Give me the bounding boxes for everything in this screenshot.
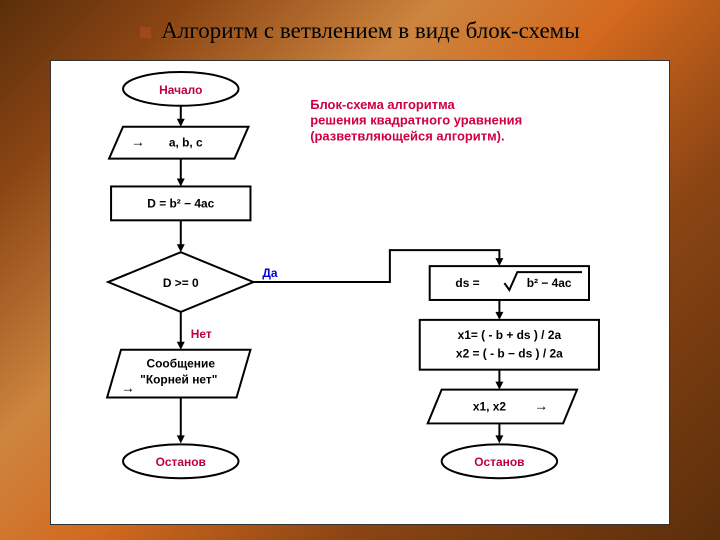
caption-line-2: решения квадратного уравнения [310,113,522,128]
node-stop-right-label: Останов [474,455,524,469]
bullet-icon [140,27,151,38]
node-calc-d-label: D = b² − 4ac [147,196,214,210]
output-arrow-icon: → [534,397,548,413]
label-yes: Да [262,266,278,280]
node-x1: x1= ( - b + ds ) / 2a [458,328,562,342]
node-start-label: Начало [159,83,202,97]
node-x2: x2 = ( - b − ds ) / 2a [456,347,563,361]
node-calc-ds-rad: b² − 4ac [527,276,572,290]
node-stop-left-label: Останов [156,455,206,469]
input-arrow-icon: → [131,134,145,150]
node-message-l2: "Корней нет" [140,373,217,387]
node-calc-ds-pre: ds = [455,276,479,290]
node-input-label: a, b, c [169,136,203,150]
node-decision-label: D >= 0 [163,276,199,290]
caption-line-1: Блок-схема алгоритма [310,97,455,112]
node-message-l1: Сообщение [147,357,216,371]
node-output-label: x1, x2 [473,399,507,413]
slide-title: Алгоритм с ветвлением в виде блок-схемы [0,0,720,54]
title-text: Алгоритм с ветвлением в виде блок-схемы [161,18,579,43]
caption-line-3: (разветвляющейся алгоритм). [310,129,504,144]
message-arrow-icon: → [121,380,135,396]
flowchart: Блок-схема алгоритма решения квадратного… [50,60,670,525]
label-no: Нет [191,327,212,341]
